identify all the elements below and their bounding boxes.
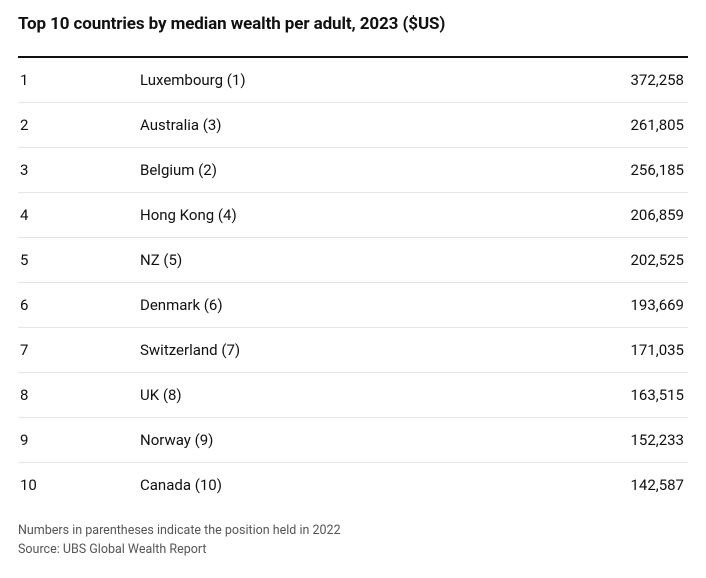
table-row: 2 Australia (3) 261,805 <box>18 103 688 148</box>
value-cell: 261,805 <box>574 103 688 148</box>
page-title: Top 10 countries by median wealth per ad… <box>18 14 688 34</box>
value-cell: 142,587 <box>574 463 688 508</box>
value-cell: 206,859 <box>574 193 688 238</box>
rank-cell: 4 <box>18 193 140 238</box>
rank-cell: 8 <box>18 373 140 418</box>
country-cell: Hong Kong (4) <box>140 193 574 238</box>
country-cell: Luxembourg (1) <box>140 58 574 103</box>
country-cell: Belgium (2) <box>140 148 574 193</box>
rank-cell: 6 <box>18 283 140 328</box>
value-cell: 202,525 <box>574 238 688 283</box>
country-cell: Denmark (6) <box>140 283 574 328</box>
value-cell: 163,515 <box>574 373 688 418</box>
value-cell: 152,233 <box>574 418 688 463</box>
table-row: 10 Canada (10) 142,587 <box>18 463 688 508</box>
wealth-table-card: Top 10 countries by median wealth per ad… <box>0 0 706 578</box>
country-cell: Canada (10) <box>140 463 574 508</box>
rank-cell: 3 <box>18 148 140 193</box>
value-cell: 193,669 <box>574 283 688 328</box>
value-cell: 372,258 <box>574 58 688 103</box>
country-cell: Norway (9) <box>140 418 574 463</box>
rank-cell: 2 <box>18 103 140 148</box>
rank-cell: 5 <box>18 238 140 283</box>
footnotes: Numbers in parentheses indicate the posi… <box>18 521 688 560</box>
table-row: 1 Luxembourg (1) 372,258 <box>18 58 688 103</box>
wealth-table: 1 Luxembourg (1) 372,258 2 Australia (3)… <box>18 58 688 507</box>
rank-cell: 9 <box>18 418 140 463</box>
country-cell: Switzerland (7) <box>140 328 574 373</box>
table-row: 3 Belgium (2) 256,185 <box>18 148 688 193</box>
rank-cell: 7 <box>18 328 140 373</box>
table-row: 6 Denmark (6) 193,669 <box>18 283 688 328</box>
table-row: 8 UK (8) 163,515 <box>18 373 688 418</box>
country-cell: UK (8) <box>140 373 574 418</box>
table-row: 4 Hong Kong (4) 206,859 <box>18 193 688 238</box>
value-cell: 171,035 <box>574 328 688 373</box>
footnote-line: Source: UBS Global Wealth Report <box>18 540 688 559</box>
rank-cell: 1 <box>18 58 140 103</box>
country-cell: NZ (5) <box>140 238 574 283</box>
table-row: 7 Switzerland (7) 171,035 <box>18 328 688 373</box>
value-cell: 256,185 <box>574 148 688 193</box>
country-cell: Australia (3) <box>140 103 574 148</box>
table-row: 5 NZ (5) 202,525 <box>18 238 688 283</box>
rank-cell: 10 <box>18 463 140 508</box>
footnote-line: Numbers in parentheses indicate the posi… <box>18 521 688 540</box>
table-row: 9 Norway (9) 152,233 <box>18 418 688 463</box>
